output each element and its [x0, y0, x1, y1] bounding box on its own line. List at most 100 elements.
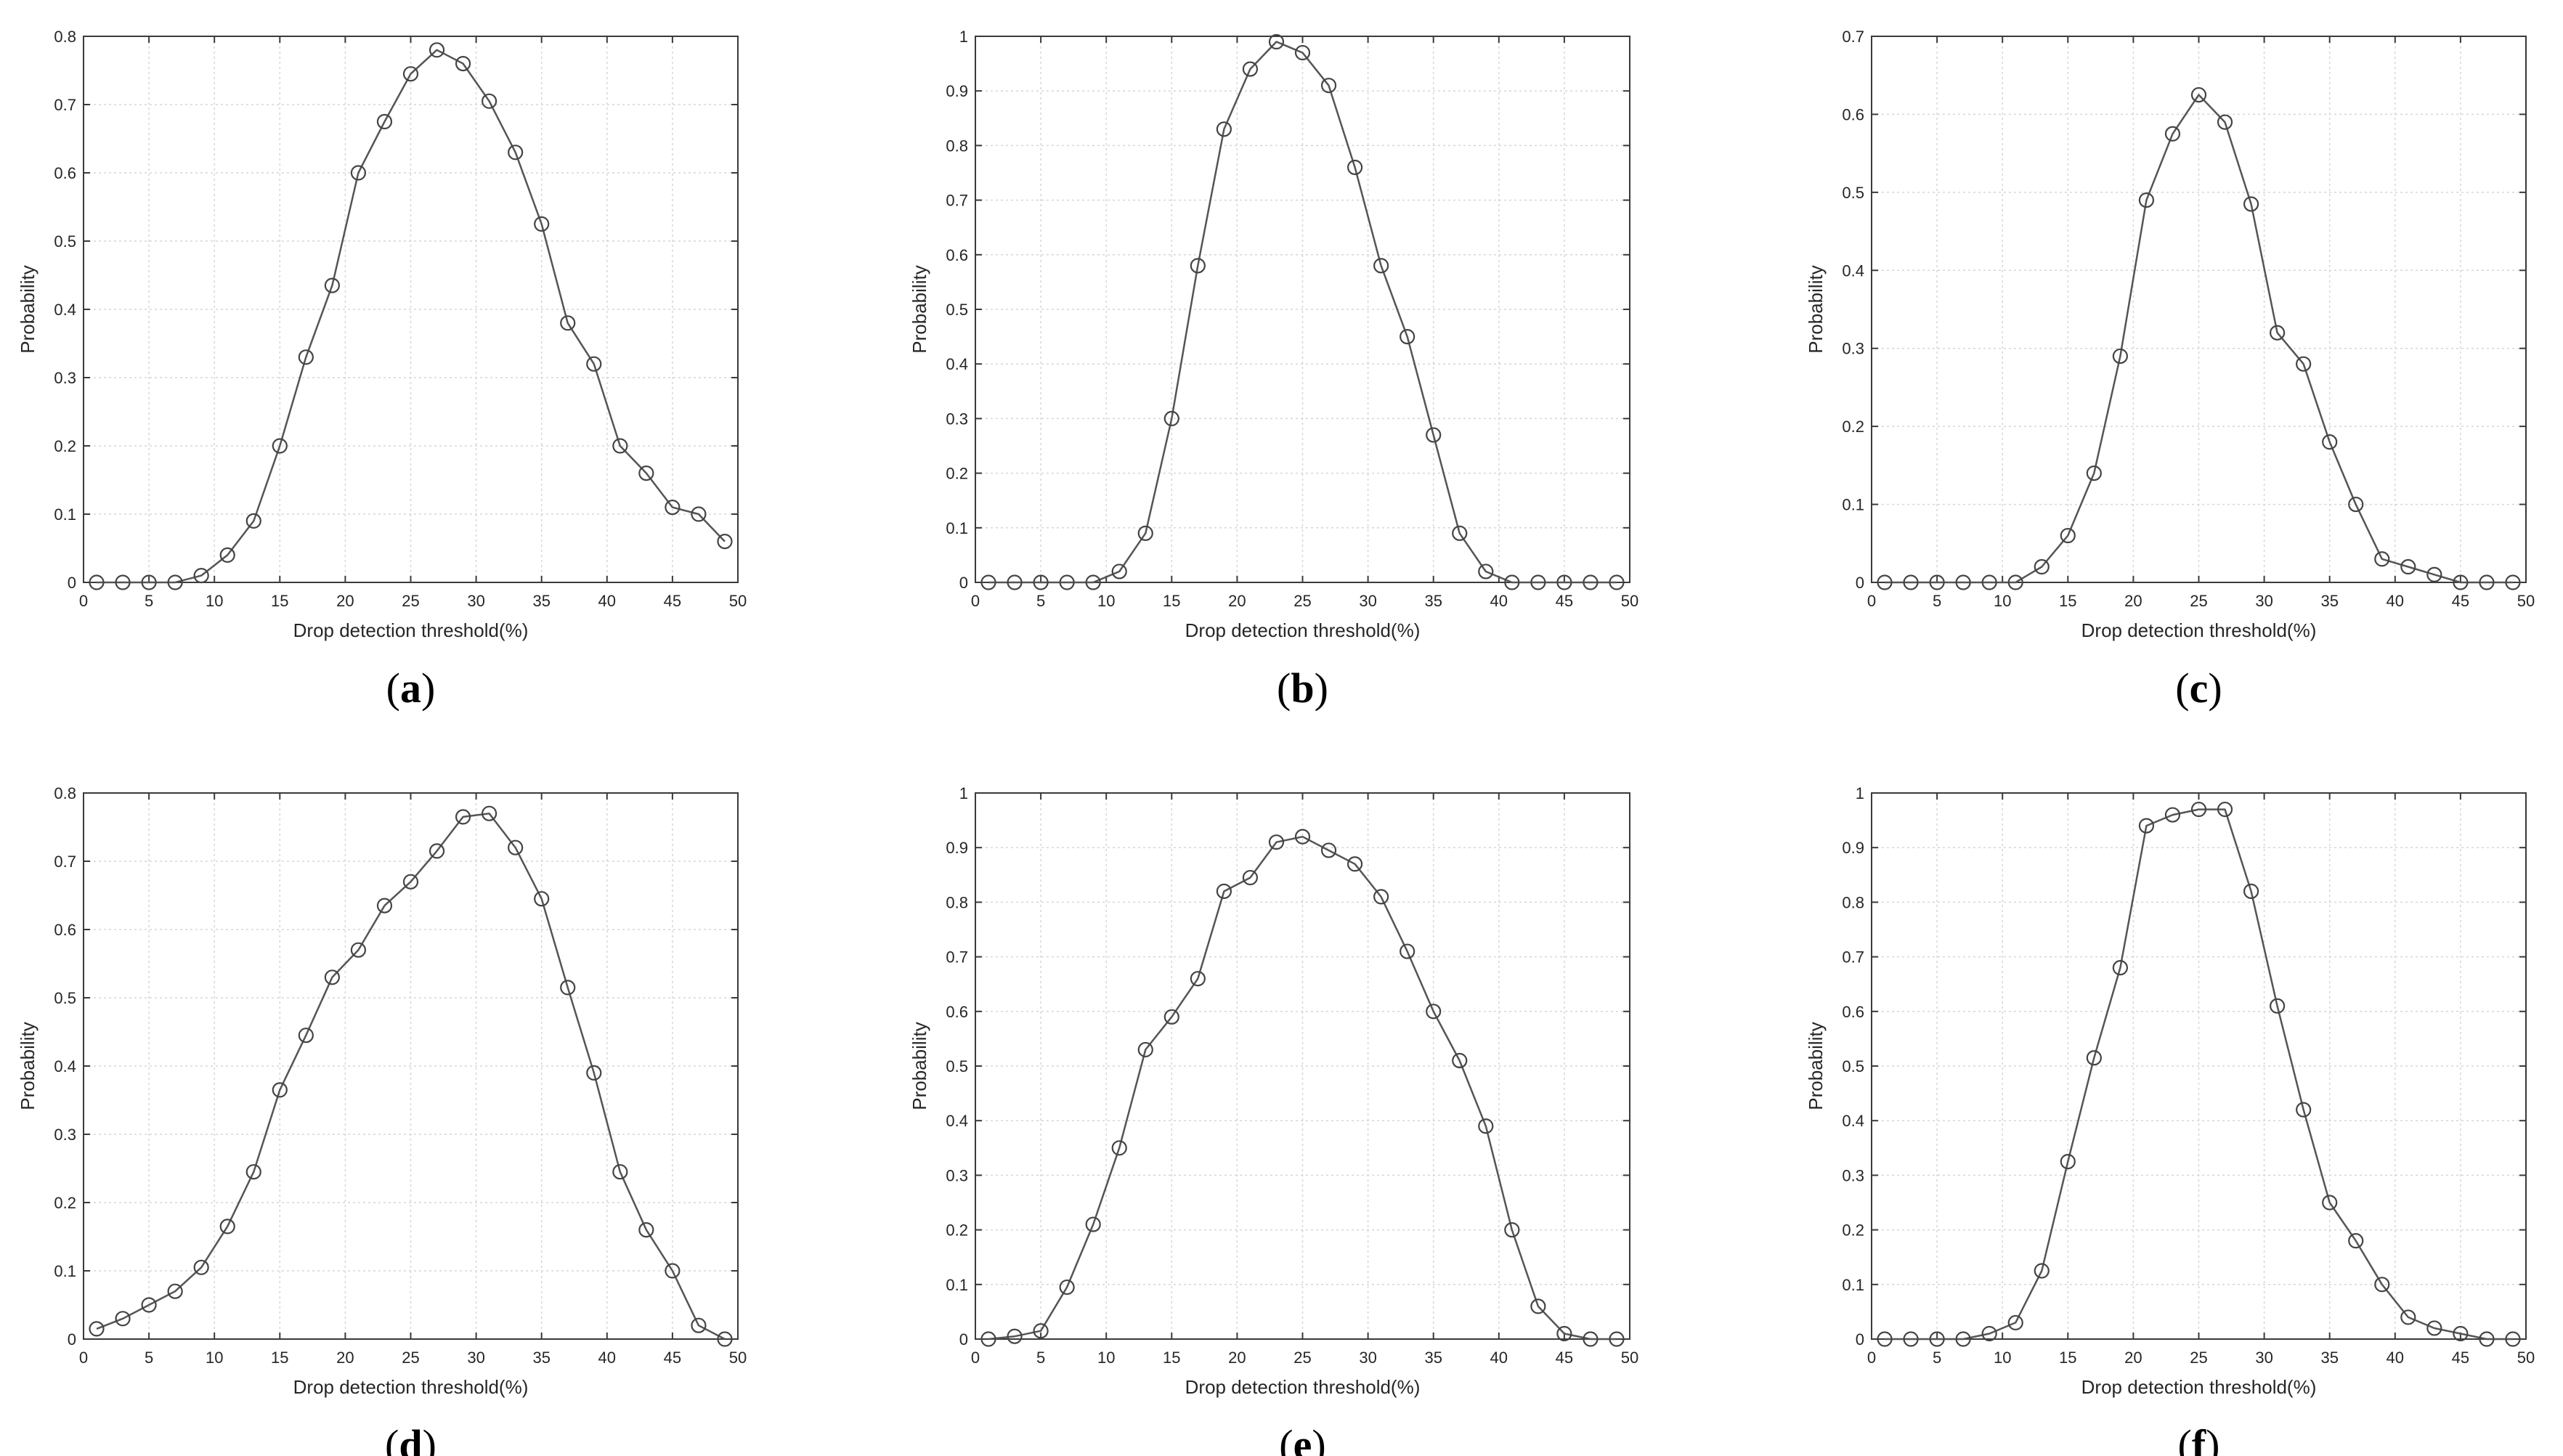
data-point: [1452, 525, 1468, 541]
y-tick-label: 0.2: [1842, 1221, 1864, 1240]
data-point: [1877, 574, 1893, 590]
x-tick-label: 30: [467, 592, 484, 610]
data-point: [350, 165, 367, 181]
data-point: [2112, 348, 2128, 365]
x-tick-label: 5: [1036, 1349, 1045, 1367]
y-tick-label: 0.6: [946, 1003, 968, 1021]
x-tick-label: 45: [2452, 592, 2469, 610]
panel-label-letter: c: [2190, 664, 2209, 712]
x-tick-label: 40: [2387, 592, 2404, 610]
x-tick-label: 10: [1994, 1349, 2011, 1367]
y-tick-label: 0.8: [946, 137, 968, 155]
x-tick-label: 45: [2452, 1349, 2469, 1367]
x-tick-label: 20: [2124, 1349, 2142, 1367]
data-point: [2164, 126, 2181, 142]
x-tick-label: 15: [2059, 1349, 2076, 1367]
data-point: [245, 513, 261, 529]
data-point: [1163, 410, 1179, 427]
data-point: [245, 1164, 261, 1180]
data-point: [2374, 1277, 2390, 1293]
data-point: [2400, 558, 2416, 575]
x-tick-label: 5: [1933, 592, 1941, 610]
x-tick-label: 15: [1163, 1349, 1180, 1367]
chart-panel-e: 0 5 10 15 20 25 30 35 40 45 50 0 0.1 0.2 0.3 0.4 0.5 0.6 0…: [909, 784, 1638, 1456]
x-tick-label: 45: [664, 1349, 681, 1367]
data-point: [2086, 465, 2102, 481]
data-point: [376, 898, 393, 914]
y-tick-label: 0.3: [54, 1126, 76, 1144]
y-axis-label: Probability: [1805, 1022, 1827, 1110]
data-point: [115, 1311, 131, 1327]
data-point: [2453, 574, 2469, 590]
x-tick-label: 5: [1933, 1349, 1941, 1367]
panel-label-letter: a: [400, 664, 421, 712]
data-point: [1903, 1331, 1919, 1347]
data-point: [2505, 1331, 2521, 1347]
y-tick-label: 0.3: [946, 1166, 968, 1184]
panel-label-close: ): [2208, 664, 2222, 712]
data-point: [717, 1331, 733, 1347]
x-tick-label: 15: [271, 592, 288, 610]
data-point: [1583, 1331, 1599, 1347]
data-point: [2479, 1331, 2495, 1347]
x-tick-label: 40: [598, 1349, 616, 1367]
data-point: [1478, 1118, 1494, 1134]
y-axis-label: Probability: [17, 265, 38, 353]
data-point: [272, 1082, 288, 1098]
x-axis-label: Drop detection threshold(%): [293, 619, 529, 641]
panel-label: (b): [1277, 664, 1328, 712]
x-axis-label: Drop detection threshold(%): [1185, 1376, 1421, 1398]
panel-label-letter: d: [399, 1421, 422, 1456]
x-tick-label: 10: [206, 1349, 223, 1367]
data-point: [2270, 325, 2286, 341]
data-point: [298, 1028, 314, 1044]
data-point: [2007, 574, 2023, 590]
panel-label-open: (: [1277, 664, 1291, 712]
panel-label: (d): [385, 1421, 436, 1456]
panel-label: (a): [386, 664, 436, 712]
data-point: [2322, 434, 2338, 450]
y-tick-label: 0: [959, 1330, 968, 1349]
data-point: [482, 805, 497, 821]
data-point: [1583, 574, 1599, 590]
x-tick-label: 45: [1556, 592, 1573, 610]
panel-label-open: (: [2178, 1421, 2192, 1456]
y-tick-label: 0.1: [946, 1276, 968, 1294]
x-tick-label: 35: [2320, 592, 2338, 610]
data-point: [1242, 869, 1259, 886]
data-point: [2374, 551, 2390, 567]
y-tick-label: 0.4: [1842, 1112, 1864, 1130]
panel-label: (f): [2178, 1421, 2220, 1456]
y-tick-label: 0.7: [54, 853, 76, 871]
panel-label-letter: f: [2192, 1421, 2206, 1456]
y-tick-label: 0: [959, 574, 968, 592]
data-point: [1216, 121, 1232, 137]
data-point: [508, 145, 524, 160]
data-point: [141, 574, 157, 590]
data-point: [2007, 1314, 2023, 1331]
panel-label-letter: b: [1291, 664, 1314, 712]
x-tick-label: 45: [664, 592, 681, 610]
x-tick-label: 25: [402, 1349, 419, 1367]
y-tick-label: 0.9: [1842, 839, 1864, 857]
x-tick-label: 0: [79, 1349, 88, 1367]
x-tick-label: 5: [1036, 592, 1045, 610]
data-point: [2034, 1263, 2050, 1279]
data-point: [1426, 1004, 1442, 1020]
y-tick-label: 0.5: [946, 1057, 968, 1075]
data-point: [2505, 574, 2521, 590]
data-point: [1877, 1331, 1893, 1347]
data-point: [2164, 807, 2181, 823]
y-tick-label: 0: [68, 574, 76, 592]
data-point: [2138, 192, 2155, 208]
x-tick-label: 25: [402, 592, 419, 610]
y-tick-label: 0.9: [946, 839, 968, 857]
data-point: [1373, 889, 1389, 905]
x-tick-label: 0: [79, 592, 88, 610]
data-point: [691, 506, 707, 522]
x-tick-label: 35: [2320, 1349, 2338, 1367]
y-tick-label: 0.2: [54, 437, 76, 455]
data-point: [167, 1283, 183, 1299]
data-point: [455, 55, 471, 72]
